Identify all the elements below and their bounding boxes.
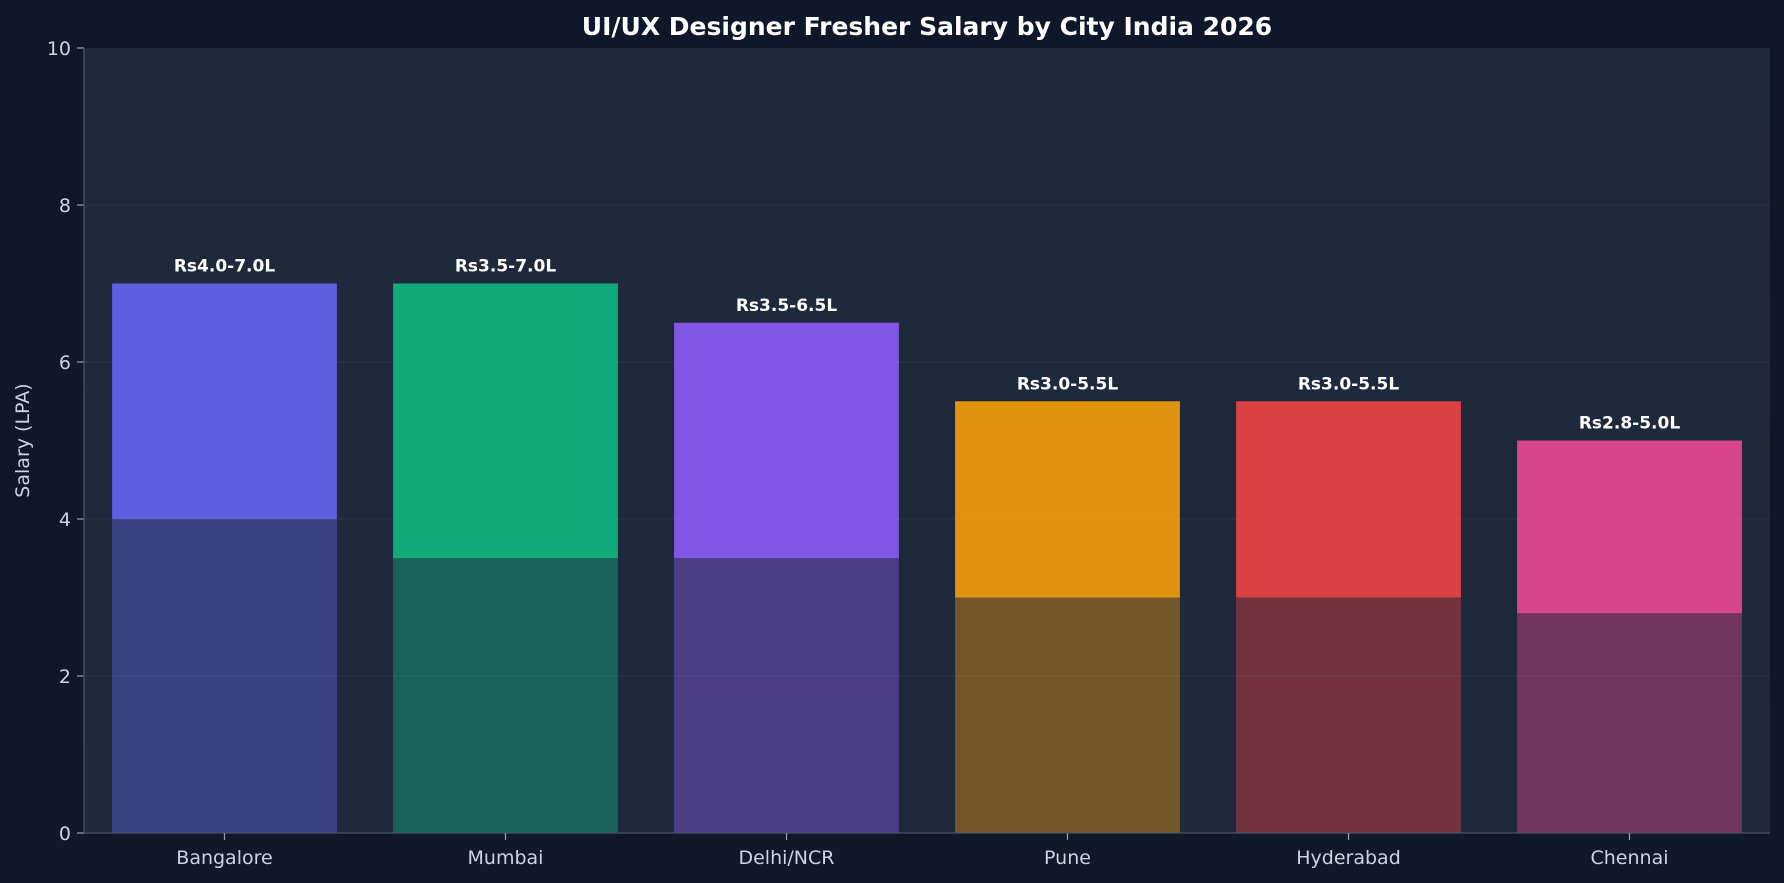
bar-min-mumbai (393, 558, 618, 833)
bar-min-delhi-ncr (674, 558, 899, 833)
bar-min-bangalore (112, 519, 337, 833)
x-tick-label: Bangalore (176, 847, 272, 869)
x-tick-label: Pune (1044, 847, 1091, 869)
bar-range-pune (955, 401, 1180, 598)
data-labels: Rs4.0-7.0L Rs3.5-7.0L Rs3.5-6.5L Rs3.0-5.5L… (174, 257, 1680, 434)
data-label: Rs3.5-7.0L (455, 257, 556, 277)
y-axis-label: Salary (LPA) (12, 383, 34, 497)
bar-range-chennai (1517, 440, 1742, 614)
data-label: Rs3.5-6.5L (736, 296, 837, 316)
bar-range-mumbai (393, 283, 618, 559)
y-tick-label: 10 (47, 38, 71, 60)
x-tick-label: Delhi/NCR (738, 847, 834, 869)
bar-range-bangalore (112, 283, 337, 519)
bar-min-pune (955, 597, 1180, 833)
grid-lines (84, 204, 1770, 677)
y-tick-label: 0 (59, 823, 71, 845)
x-tick-label: Mumbai (468, 847, 544, 869)
data-label: Rs3.0-5.5L (1017, 374, 1118, 394)
plot-area (84, 48, 1770, 833)
data-label: Rs3.0-5.5L (1298, 374, 1399, 394)
bar-min-hyderabad (1236, 597, 1461, 833)
bar-range-delhi-ncr (674, 322, 899, 559)
x-tick-label: Hyderabad (1296, 847, 1401, 869)
y-tick-label: 8 (59, 195, 71, 217)
data-label: Rs4.0-7.0L (174, 257, 275, 277)
y-tick-label: 4 (59, 509, 71, 531)
x-tick-label: Chennai (1590, 847, 1668, 869)
y-tick-label: 6 (59, 352, 71, 374)
y-tick-label: 2 (59, 666, 71, 688)
axes: 0 2 4 6 8 10 Bangalore Mumbai Delhi/NCR Pune Hyder… (47, 38, 1770, 869)
bars (112, 283, 1742, 833)
chart-title: UI/UX Designer Fresher Salary by City In… (582, 12, 1272, 41)
data-label: Rs2.8-5.0L (1579, 414, 1680, 434)
bar-range-hyderabad (1236, 401, 1461, 598)
bar-min-chennai (1517, 613, 1742, 833)
